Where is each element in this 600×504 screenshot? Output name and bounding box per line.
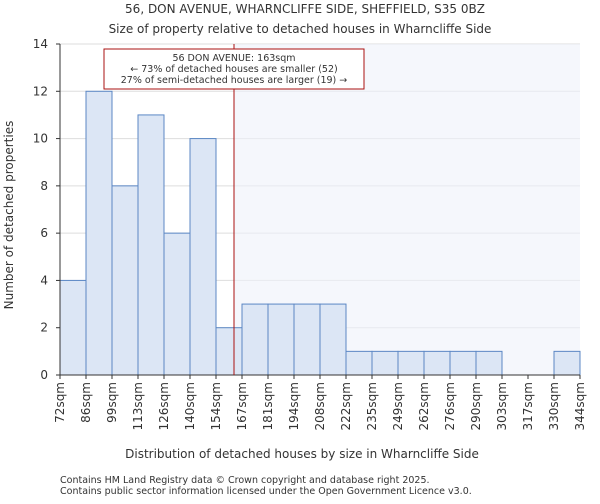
footer-line-1: Contains HM Land Registry data © Crown c… — [60, 475, 430, 486]
x-tick-label: 303sqm — [495, 382, 509, 430]
y-tick-label: 2 — [40, 321, 48, 335]
x-tick-label: 126sqm — [157, 382, 171, 430]
x-tick-label: 140sqm — [183, 382, 197, 430]
x-tick-label: 72sqm — [53, 382, 67, 423]
y-axis-label: Number of detached properties — [2, 121, 16, 310]
y-tick-label: 4 — [40, 273, 48, 287]
x-tick-label: 208sqm — [313, 382, 327, 430]
x-tick-label: 290sqm — [469, 382, 483, 430]
x-axis-label: Distribution of detached houses by size … — [125, 447, 479, 461]
x-tick-label: 262sqm — [417, 382, 431, 430]
x-tick-label: 99sqm — [105, 382, 119, 423]
bar — [163, 232, 191, 376]
chart-subtitle: Size of property relative to detached ho… — [109, 22, 492, 36]
x-tick-label: 276sqm — [443, 382, 457, 430]
x-tick-label: 249sqm — [391, 382, 405, 430]
bar — [475, 350, 503, 376]
x-tick-label: 181sqm — [261, 382, 275, 430]
bar — [189, 138, 217, 376]
annotation-line: 27% of semi-detached houses are larger (… — [121, 75, 348, 86]
bar — [449, 350, 477, 376]
bar — [59, 279, 87, 376]
annotation-line: ← 73% of detached houses are smaller (52… — [130, 64, 337, 75]
bar — [241, 303, 269, 376]
y-tick-label: 12 — [33, 84, 48, 98]
y-tick-labels: 0 2 4 6 8 10 12 14 — [33, 37, 60, 382]
bar — [423, 350, 451, 376]
property-marker: 56 DON AVENUE: 163sqm← 73% of detached h… — [103, 44, 365, 375]
x-tick-label: 167sqm — [235, 382, 249, 430]
x-tick-label: 154sqm — [209, 382, 223, 430]
x-tick-labels: 72sqm 86sqm 99sqm 113sqm 126sqm 140sqm 154sqm 1… — [53, 375, 587, 430]
bar — [397, 350, 425, 376]
footer-line-2: Contains public sector information licen… — [60, 486, 472, 497]
bar — [553, 350, 581, 376]
bar — [371, 350, 399, 376]
x-tick-label: 113sqm — [131, 382, 145, 430]
y-tick-label: 14 — [33, 37, 48, 51]
annotation-box — [103, 48, 365, 90]
x-tick-label: 344sqm — [573, 382, 587, 430]
x-tick-label: 194sqm — [287, 382, 301, 430]
bar — [293, 303, 321, 376]
bar — [215, 327, 243, 376]
bar — [267, 303, 295, 376]
y-tick-label: 10 — [33, 132, 48, 146]
bar — [111, 185, 139, 376]
y-tick-label: 0 — [40, 368, 48, 382]
bar — [319, 303, 347, 376]
x-tick-label: 86sqm — [79, 382, 93, 423]
x-tick-label: 235sqm — [365, 382, 379, 430]
chart-title: 56, DON AVENUE, WHARNCLIFFE SIDE, SHEFFI… — [125, 2, 485, 16]
bar — [85, 90, 113, 376]
y-tick-label: 8 — [40, 179, 48, 193]
x-tick-label: 317sqm — [521, 382, 535, 430]
bar — [345, 350, 373, 376]
y-tick-label: 6 — [40, 226, 48, 240]
x-tick-label: 330sqm — [547, 382, 561, 430]
bar — [137, 114, 165, 376]
x-tick-label: 222sqm — [339, 382, 353, 430]
annotation-line: 56 DON AVENUE: 163sqm — [172, 53, 295, 64]
